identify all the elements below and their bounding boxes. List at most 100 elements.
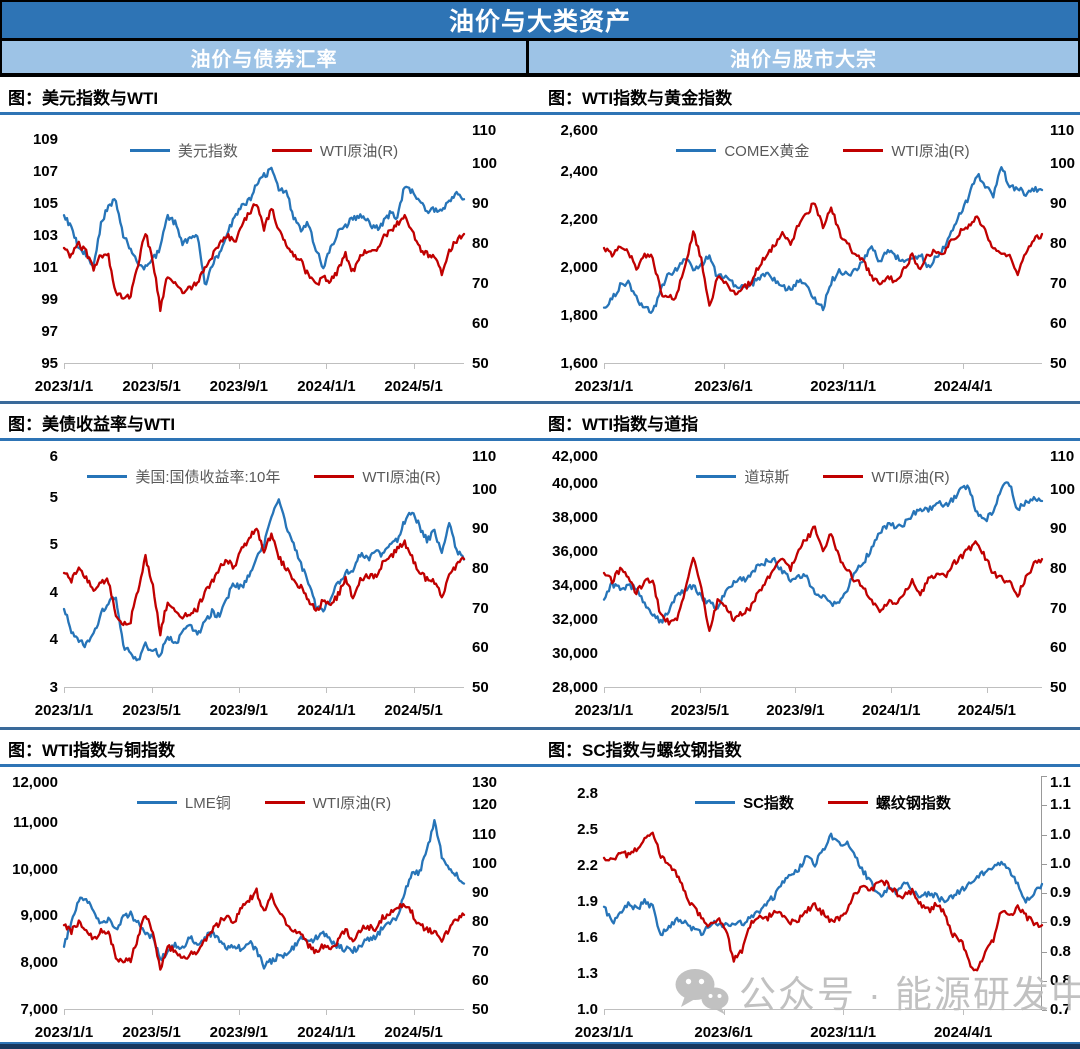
series-line-blue [64, 168, 464, 284]
series-line-red [604, 204, 1042, 306]
right-axis-tick-label: 50 [1050, 355, 1067, 372]
right-axis-tick-label: 1.0 [1050, 825, 1071, 843]
right-axis-tick-label: 1.1 [1050, 796, 1071, 814]
x-axis-tick [795, 688, 797, 693]
right-axis-tick-label: 130 [472, 774, 498, 791]
left-axis-tick-label: 9,000 [20, 907, 58, 925]
right-axis-tick-label: 0.7 [1050, 1001, 1071, 1018]
left-axis-tick-label: 99 [41, 291, 58, 308]
right-axis-tick-label: 1.0 [1050, 854, 1071, 872]
right-axis-tick-label: 70 [472, 275, 489, 292]
left-axis-labels: 109 107 105 103 101 99 97 95 [0, 124, 64, 372]
x-axis-tick [151, 364, 153, 369]
x-axis-tick [64, 688, 65, 693]
left-axis-tick-label: 7,000 [20, 1001, 58, 1018]
left-axis-tick-label: 2.8 [577, 785, 598, 802]
legend-line-swatch [827, 801, 868, 804]
right-axis-tick-label: 80 [472, 560, 489, 577]
right-axis-tick [1042, 776, 1047, 777]
x-axis-tick [326, 364, 328, 369]
series-line-blue [604, 167, 1042, 313]
left-axis-tick-label: 30,000 [552, 645, 598, 662]
chart-ust-yield-vs-wti: 图：美债收益率与WTI 6 5 5 4 4 3 2023/1/1 2023/5/1 2023/9/… [0, 412, 540, 719]
legend-item: 道琼斯 [696, 466, 789, 487]
x-axis-tick [843, 1010, 845, 1015]
series-line-blue [64, 499, 464, 660]
right-axis-tick-label: 60 [472, 315, 489, 332]
chart-legend: COMEX黄金 WTI原油(R) [604, 140, 1042, 161]
left-axis-tick-label: 1.3 [577, 965, 598, 982]
left-axis-labels: 2.8 2.5 2.2 1.9 1.6 1.3 1.0 [540, 776, 604, 1018]
right-axis-tick-label: 0.9 [1050, 884, 1071, 901]
x-axis-tick [413, 688, 415, 693]
right-axis-labels: 110 100 90 80 70 60 50 [1042, 448, 1080, 696]
series-line-red [64, 529, 464, 636]
x-axis-tick [413, 364, 415, 369]
right-axis-tick-label: 90 [472, 195, 489, 212]
left-axis-tick-label: 38,000 [552, 509, 598, 526]
left-axis-tick-label: 10,000 [12, 860, 58, 878]
series-line-red [604, 527, 1042, 631]
left-axis-tick-label: 2.5 [577, 821, 598, 838]
x-axis-tick-label: 2024/5/1 [384, 702, 443, 719]
series-plot [604, 776, 1042, 1010]
left-axis-tick-label: 5 [49, 488, 58, 506]
right-axis-tick [1042, 805, 1047, 807]
right-axis-tick-label: 80 [1050, 560, 1067, 577]
x-axis-tick [723, 1010, 725, 1015]
legend-line-swatch [87, 475, 128, 478]
left-axis-tick-label: 2.2 [577, 857, 598, 874]
x-axis-tick-label: 2023/9/1 [209, 378, 268, 395]
legend-label: WTI原油(R) [319, 143, 399, 160]
x-axis-tick-label: 2023/11/1 [810, 1024, 877, 1041]
legend-item: 螺纹钢指数 [827, 792, 951, 813]
right-axis-tick-label: 90 [1050, 520, 1067, 538]
legend-line-swatch [129, 149, 170, 152]
section-label: 油价与债券汇率 [190, 48, 338, 71]
legend-label: WTI原油(R) [891, 143, 970, 160]
legend-line-swatch [696, 475, 737, 478]
chart-title-rule [540, 112, 1080, 115]
x-axis-line [604, 363, 1042, 364]
right-axis-tick-label: 120 [472, 796, 498, 814]
x-axis-tick-label: 2024/5/1 [957, 702, 1016, 719]
chart-usd-index-vs-wti: 图：美元指数与WTI 109 107 105 103 101 99 97 95 2023/1/1 2… [0, 86, 540, 395]
x-axis-tick-label: 2024/4/1 [933, 378, 993, 395]
chart-title: 图：WTI指数与铜指数 [8, 741, 176, 760]
left-axis-tick-label: 2,400 [560, 163, 598, 180]
series-plot [604, 450, 1042, 688]
right-axis-tick-label: 0.8 [1050, 942, 1071, 960]
plot-area: 2023/1/1 2023/6/1 2023/11/1 2024/4/1 COMEX黄金… [575, 124, 1042, 395]
x-axis-tick [151, 1010, 153, 1015]
series-line-red [64, 204, 464, 311]
right-axis-tick-label: 110 [472, 448, 497, 465]
left-axis-tick-label: 1.6 [577, 929, 598, 946]
x-axis-tick-label: 2023/6/1 [694, 378, 753, 395]
x-axis-tick-label: 2023/9/1 [209, 1024, 268, 1041]
x-axis-tick-label: 2023/5/1 [122, 1024, 181, 1041]
legend-label: LME铜 [184, 795, 231, 812]
x-axis-tick-label: 2023/5/1 [122, 378, 181, 395]
legend-label: WTI原油(R) [871, 469, 950, 486]
chart-wti-vs-dow: 图：WTI指数与道指 42,000 40,000 38,000 36,000 34,000… [540, 412, 1080, 719]
right-axis-tick [1042, 834, 1047, 836]
x-axis-tick-label: 2023/1/1 [574, 1024, 634, 1041]
chart-title: 图：美债收益率与WTI [8, 415, 176, 434]
legend-line-swatch [264, 801, 305, 804]
legend-line-swatch [823, 475, 864, 478]
right-axis-tick-label: 70 [1050, 275, 1067, 292]
series-line-red [604, 833, 1042, 971]
right-axis-tick-label: 0.9 [1050, 913, 1071, 931]
x-axis-tick [413, 1010, 415, 1015]
right-axis-labels: 110 100 90 80 70 60 50 [464, 448, 540, 696]
legend-item: WTI原油(R) [271, 140, 399, 161]
legend-label: 美元指数 [177, 143, 238, 160]
left-axis-tick-label: 12,000 [12, 774, 58, 791]
x-axis-tick [238, 688, 240, 693]
chart-legend: 美国:国债收益率:10年 WTI原油(R) [64, 466, 464, 487]
left-axis-tick-label: 42,000 [552, 448, 598, 465]
x-axis-line [64, 687, 464, 688]
x-axis-tick-label: 2024/5/1 [384, 378, 443, 395]
legend-line-swatch [314, 475, 355, 478]
right-axis-tick-label: 50 [1050, 679, 1067, 696]
